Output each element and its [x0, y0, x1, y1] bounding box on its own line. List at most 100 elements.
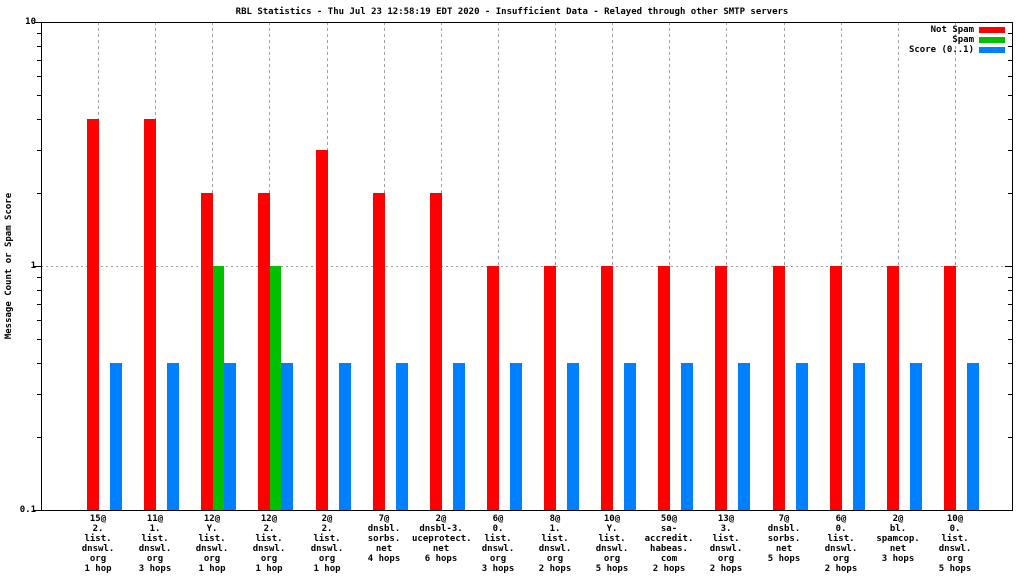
y-axis-minor-tick — [37, 339, 41, 340]
bar-score-0-1 — [510, 363, 522, 510]
x-category-label-line: 4 hops — [367, 554, 401, 564]
legend-label: Score (0..1) — [908, 45, 974, 55]
bar-spam — [213, 266, 224, 510]
x-category-label-line: 2@ — [892, 514, 904, 524]
y-axis-minor-tick — [1008, 119, 1012, 120]
y-axis-minor-tick — [1008, 33, 1012, 34]
y-axis-minor-tick — [37, 363, 41, 364]
y-axis-minor-tick — [1008, 339, 1012, 340]
legend: Not Spam Spam Score (0..1) — [909, 25, 1005, 55]
chart-title: RBL Statistics - Thu Jul 23 12:58:19 EDT… — [235, 7, 789, 17]
x-category-label-line: dnswl. — [310, 544, 344, 554]
bar-score-0-1 — [224, 363, 236, 510]
y-tick-label: 0.1 — [19, 505, 36, 515]
y-axis-tick — [34, 266, 41, 267]
x-category-label: 12@ 2. list. dnswl. org 1 hop — [240, 514, 298, 574]
y-axis-minor-tick — [37, 193, 41, 194]
x-category-label: 7@ dnsbl. sorbs. net 5 hops — [755, 514, 813, 564]
x-category-label-line: dnsbl-3. — [419, 524, 463, 534]
y-axis-minor-tick — [37, 33, 41, 34]
bar-not-spam — [201, 193, 213, 510]
y-axis-minor-tick — [1008, 363, 1012, 364]
bar-not-spam — [430, 193, 442, 510]
x-category-label-line: 2. — [92, 524, 104, 534]
x-category-label-line: 2. — [263, 524, 275, 534]
x-category-label-line: 13@ — [717, 514, 735, 524]
x-category-label-line: list. — [484, 534, 512, 544]
x-category-label-line: 1 hop — [84, 564, 112, 574]
x-category-label-line: 10@ — [946, 514, 964, 524]
x-category-label-line: sa-accredit. — [644, 524, 694, 544]
x-category-label-line: net — [775, 544, 793, 554]
bar-score-0-1 — [910, 363, 922, 510]
legend-row: Spam — [909, 35, 1005, 45]
bar-not-spam — [487, 266, 499, 510]
x-category-label-line: org — [318, 554, 336, 564]
x-category-label-line: 2 hops — [652, 564, 686, 574]
x-category-label-line: 1 hop — [255, 564, 283, 574]
x-category-label-line: 5 hops — [767, 554, 801, 564]
bar-not-spam — [258, 193, 270, 510]
bar-not-spam — [316, 150, 328, 510]
bar-not-spam — [87, 119, 99, 510]
bar-score-0-1 — [967, 363, 979, 510]
x-category-label-line: 11@ — [146, 514, 164, 524]
bar-score-0-1 — [396, 363, 408, 510]
y-axis-minor-tick — [37, 394, 41, 395]
y-axis-minor-tick — [37, 150, 41, 151]
bar-spam — [270, 266, 281, 510]
x-category-label-line: org — [717, 554, 735, 564]
legend-label: Spam — [952, 35, 974, 45]
x-category-label-line: 5 hops — [595, 564, 629, 574]
y-axis-tick — [34, 22, 41, 23]
legend-row: Score (0..1) — [909, 45, 1005, 55]
x-category-label-line: uceprotect. — [412, 534, 472, 544]
plot-frame — [41, 22, 1013, 511]
x-category-label-line: 3 hops — [881, 554, 915, 564]
x-category-label-line: 3. — [720, 524, 732, 534]
x-category-label-line: 2@ — [321, 514, 333, 524]
bar-score-0-1 — [453, 363, 465, 510]
x-category-label-line: 12@ — [203, 514, 221, 524]
bar-score-0-1 — [796, 363, 808, 510]
y-axis-minor-tick — [1008, 76, 1012, 77]
x-category-label-line: 1. — [149, 524, 161, 534]
y-axis-minor-tick — [1008, 394, 1012, 395]
y-axis-minor-tick — [37, 437, 41, 438]
x-category-label-line: 3 hops — [481, 564, 515, 574]
x-category-label-line: spamcop. — [876, 534, 920, 544]
legend-swatch — [979, 47, 1005, 53]
x-category-label: 15@ 2. list. dnswl. org 1 hop — [69, 514, 127, 574]
bar-score-0-1 — [738, 363, 750, 510]
y-axis-minor-tick — [37, 320, 41, 321]
legend-swatch — [979, 37, 1005, 43]
x-category-label-line: org — [946, 554, 964, 564]
bar-not-spam — [373, 193, 385, 510]
x-category-label-line: 0. — [949, 524, 961, 534]
x-category-label: 7@ dnsbl. sorbs. net 4 hops — [355, 514, 413, 564]
x-category-label-line: org — [146, 554, 164, 564]
x-category-label-line: 15@ — [89, 514, 107, 524]
x-category-label-line: org — [89, 554, 107, 564]
x-category-label: 6@ 0. list. dnswl. org 2 hops — [812, 514, 870, 574]
y-axis-minor-tick — [1008, 95, 1012, 96]
x-category-label-line: com — [660, 554, 678, 564]
y-axis-minor-tick — [37, 76, 41, 77]
x-category-label-line: dnsbl. — [767, 524, 801, 534]
x-category-label-line: list. — [255, 534, 283, 544]
bar-not-spam — [544, 266, 556, 510]
y-axis-minor-tick — [1008, 60, 1012, 61]
y-axis-minor-tick — [1008, 150, 1012, 151]
bar-not-spam — [773, 266, 785, 510]
x-category-label: 11@ 1. list. dnswl. org 3 hops — [126, 514, 184, 574]
y-axis-minor-tick — [37, 119, 41, 120]
x-category-label-line: 1. — [549, 524, 561, 534]
x-category-label-line: org — [489, 554, 507, 564]
x-category-label-line: 2 hops — [709, 564, 743, 574]
x-category-label: 50@ sa-accredit. habeas. com 2 hops — [640, 514, 698, 574]
bar-score-0-1 — [624, 363, 636, 510]
y-axis-minor-tick — [1008, 437, 1012, 438]
x-category-label-line: 7@ — [378, 514, 390, 524]
y-axis-minor-tick — [1008, 193, 1012, 194]
